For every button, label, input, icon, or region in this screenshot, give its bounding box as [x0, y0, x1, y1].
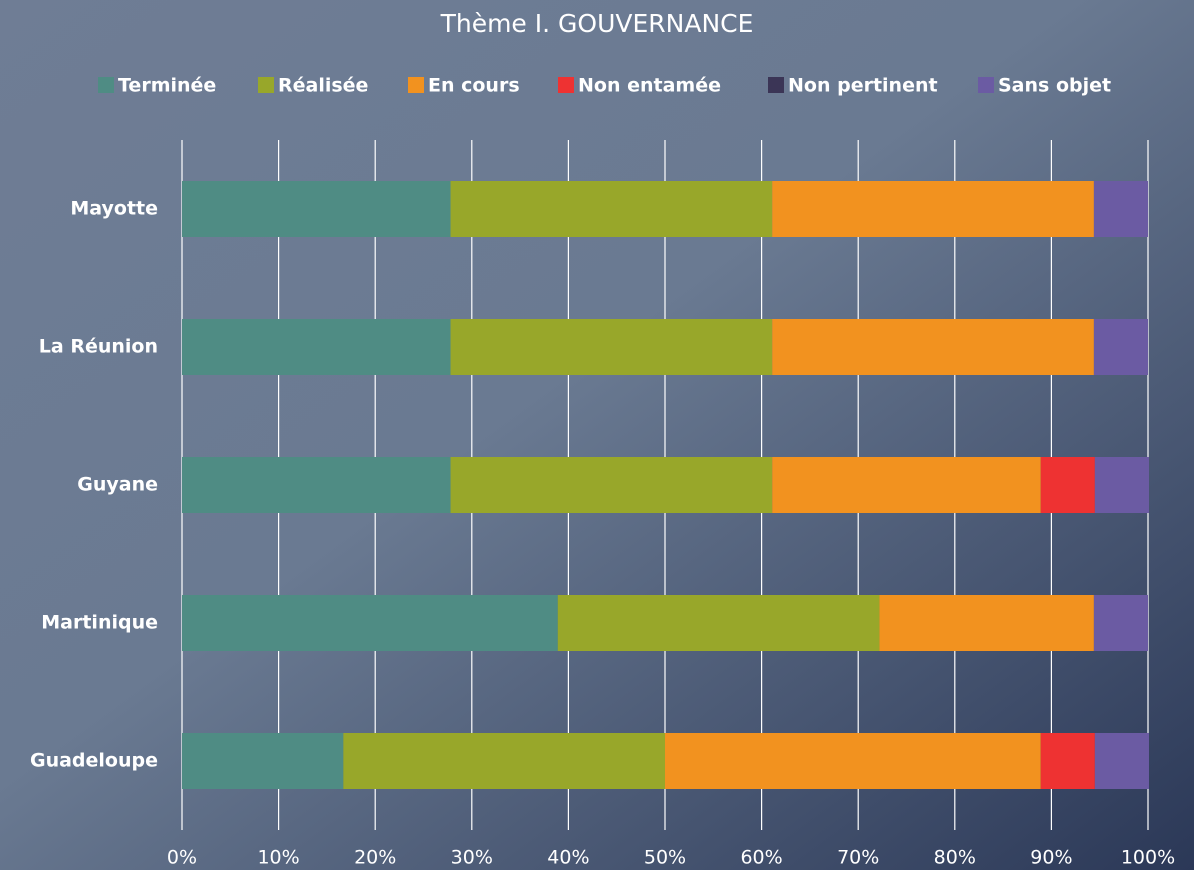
x-tick-label: 100% [1121, 847, 1175, 869]
bar-segment [182, 457, 451, 513]
legend-label: Sans objet [998, 75, 1111, 97]
x-tick-label: 40% [547, 847, 589, 869]
y-tick-label: La Réunion [39, 336, 158, 358]
x-tick-label: 10% [257, 847, 299, 869]
x-tick-label: 30% [451, 847, 493, 869]
bar-segment [879, 595, 1094, 651]
bar-segment [450, 181, 773, 237]
bar-segment [182, 181, 451, 237]
bar-segment [772, 457, 1041, 513]
x-tick-label: 20% [354, 847, 396, 869]
legend-swatch [558, 77, 574, 93]
bar-segment [1093, 181, 1148, 237]
bar-segment [1040, 733, 1095, 789]
x-tick-label: 0% [167, 847, 197, 869]
legend-swatch [978, 77, 994, 93]
x-tick-label: 90% [1030, 847, 1072, 869]
bar-segment [182, 595, 558, 651]
y-tick-label: Martinique [41, 612, 158, 634]
x-tick-label: 60% [740, 847, 782, 869]
bar-segment [182, 319, 451, 375]
chart-title: Thème I. GOUVERNANCE [440, 9, 754, 38]
x-tick-label: 50% [644, 847, 686, 869]
bar-segment [557, 595, 880, 651]
bar-segment [772, 181, 1094, 237]
bar-segment [772, 319, 1094, 375]
legend-label: Non pertinent [788, 75, 938, 97]
y-tick-label: Guyane [77, 474, 158, 496]
x-tick-label: 70% [837, 847, 879, 869]
bar-segment [343, 733, 665, 789]
bar-segment [1094, 733, 1149, 789]
bar-segment [1093, 319, 1148, 375]
y-tick-label: Mayotte [70, 198, 158, 220]
bar-segment [450, 457, 773, 513]
legend-label: Non entamée [578, 75, 721, 97]
legend-label: Terminée [118, 75, 216, 97]
bar-segment [1094, 457, 1149, 513]
legend-swatch [768, 77, 784, 93]
legend-swatch [98, 77, 114, 93]
bar-segment [665, 733, 1041, 789]
x-tick-label: 80% [934, 847, 976, 869]
bar-segment [1093, 595, 1148, 651]
bar-segment [450, 319, 773, 375]
legend-swatch [408, 77, 424, 93]
legend-label: Réalisée [278, 75, 368, 97]
legend-label: En cours [428, 75, 520, 97]
bar-segment [182, 733, 344, 789]
bar-segment [1040, 457, 1095, 513]
y-tick-label: Guadeloupe [30, 750, 158, 772]
legend-swatch [258, 77, 274, 93]
